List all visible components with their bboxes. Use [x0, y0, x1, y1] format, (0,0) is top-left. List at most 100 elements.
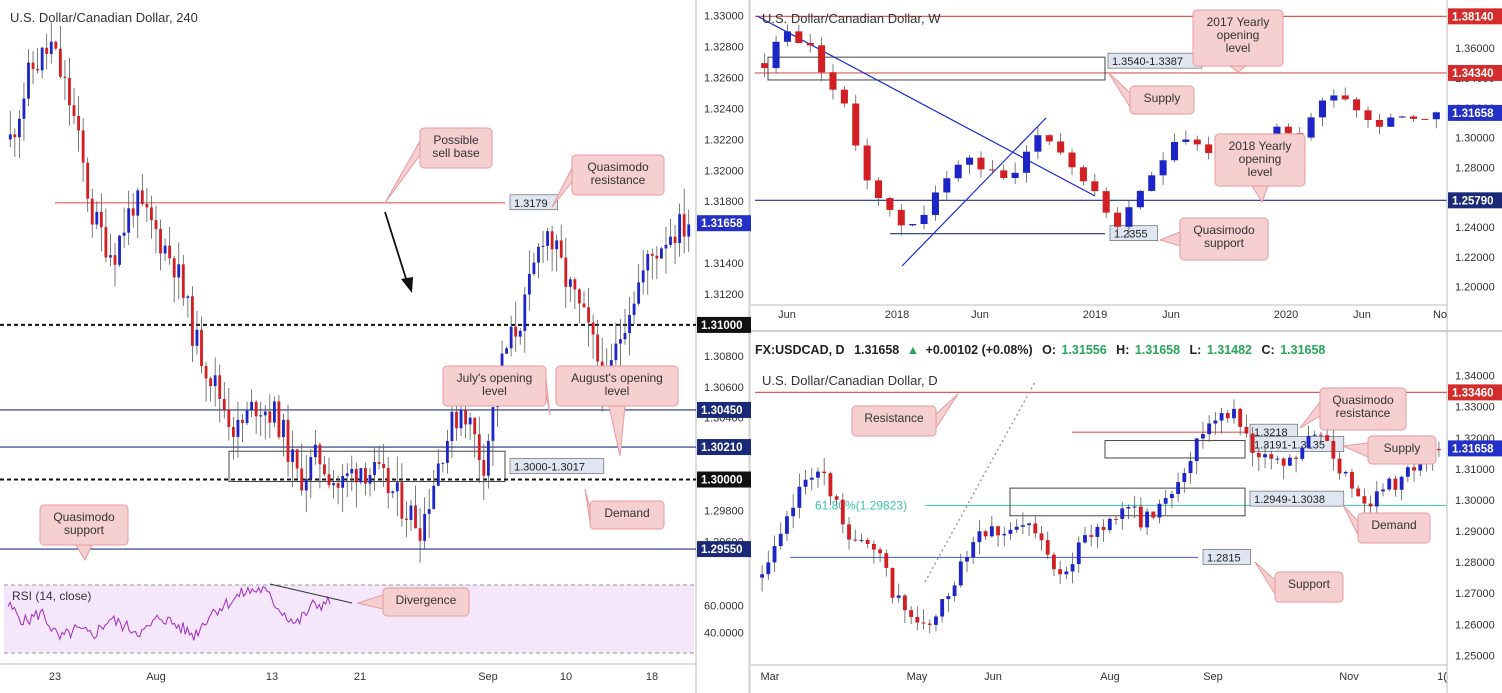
candle-body	[1102, 191, 1110, 213]
candle-body	[943, 178, 951, 193]
candle-body	[971, 542, 976, 558]
candle-body	[127, 208, 131, 233]
candle-body	[1079, 167, 1087, 182]
candle-body	[772, 546, 777, 563]
daily-callout-supply-text: Supply	[1384, 441, 1421, 455]
candle-body	[1312, 434, 1317, 436]
candle-body	[131, 208, 135, 216]
candle-body	[190, 296, 194, 346]
candle-body	[86, 162, 90, 199]
candle-body	[1020, 525, 1025, 527]
weekly-callout-2018-open-text: opening	[1239, 152, 1282, 166]
candle-body	[354, 468, 358, 483]
candle-body	[1375, 119, 1383, 127]
candle-body	[27, 62, 30, 99]
candle-body	[1045, 135, 1053, 142]
open-key: O:	[1042, 343, 1056, 357]
candle-body	[591, 322, 595, 335]
candle-body	[45, 47, 49, 54]
candle-body	[596, 334, 600, 362]
weekly-callout-2018-open-text: 2018 Yearly	[1229, 139, 1292, 153]
weekly-2018-yearly-open-badge-label: 1.25790	[1452, 195, 1494, 207]
candle-body	[915, 616, 920, 623]
h4-last-price-badge	[697, 215, 751, 232]
candle-body	[934, 616, 938, 625]
candle-body	[109, 255, 112, 258]
candle-body	[791, 507, 796, 517]
weekly-y-tick-label: 1.20000	[1455, 282, 1495, 294]
h4-x-tick-label: 13	[266, 671, 278, 683]
candle-body	[920, 214, 928, 225]
h4-callout-demand-text: Demand	[604, 506, 649, 520]
daily-y-tick-label: 1.27000	[1455, 588, 1495, 600]
candle-body	[931, 192, 939, 215]
candle-body	[537, 246, 540, 263]
candle-body	[852, 103, 860, 146]
candle-body	[263, 411, 267, 416]
h4-rsi-label: RSI (14, close)	[12, 589, 91, 603]
weekly-supply-zone	[767, 56, 1106, 81]
candle-body	[1281, 458, 1286, 466]
close-value: 1.31658	[1280, 343, 1325, 357]
candle-body	[1330, 95, 1338, 101]
candle-body	[1398, 116, 1406, 118]
change-up-icon: ▲	[907, 343, 919, 357]
daily-chart-title: U.S. Dollar/Canadian Dollar, D	[762, 373, 938, 388]
candle-body	[213, 375, 217, 387]
candle-body	[186, 296, 190, 298]
candle-body	[1364, 110, 1372, 120]
candle-body	[766, 562, 771, 575]
candle-body	[527, 273, 531, 295]
candle-body	[204, 366, 208, 379]
weekly-callout-2017-open-text: opening	[1217, 28, 1260, 42]
daily-callout-quasimodo-resistance-text: Quasimodo	[1332, 393, 1394, 407]
daily-resistance-badge	[1448, 384, 1502, 401]
h4-callout-quasimodo-support-box	[39, 504, 129, 546]
candle-body	[140, 190, 144, 204]
weekly-x-tick-label: No	[1433, 309, 1447, 321]
candle-body	[1132, 506, 1137, 508]
candle-body	[673, 236, 677, 244]
daily-x-tick-label: Nov	[1339, 671, 1359, 683]
h4-chart-title: U.S. Dollar/Canadian Dollar, 240	[10, 10, 198, 25]
candle-body	[650, 253, 654, 256]
candle-body	[395, 482, 399, 492]
weekly-x-tick-label: Jun	[778, 309, 796, 321]
candle-body	[1418, 463, 1423, 471]
h4-callout-sell-base-text: sell base	[432, 146, 480, 160]
candle-body	[518, 330, 522, 337]
candle-body	[954, 164, 962, 179]
candle-body	[909, 224, 917, 226]
candle-body	[1151, 511, 1156, 518]
candle-body	[623, 333, 627, 340]
candle-body	[1306, 435, 1311, 448]
weekly-2017-yearly-open-badge-label: 1.34340	[1452, 68, 1494, 80]
candle-body	[1205, 144, 1213, 154]
daily-last-price-badge-label: 1.31658	[1452, 443, 1494, 455]
candle-body	[386, 468, 390, 494]
h4-x-tick-label: Aug	[146, 671, 166, 683]
candle-body	[1318, 434, 1323, 436]
candle-body	[863, 145, 871, 181]
candle-body	[628, 314, 631, 334]
weekly-y-tick-label: 1.30000	[1455, 133, 1495, 145]
candle-body	[36, 68, 40, 71]
daily-callout-support-box	[1274, 571, 1344, 603]
candle-body	[1136, 190, 1144, 208]
daily-x-tick-label: Sep	[1203, 671, 1223, 683]
candle-body	[445, 441, 449, 463]
candle-body	[532, 262, 536, 274]
candle-body	[345, 473, 349, 476]
daily-last-price-badge	[1448, 440, 1502, 457]
candle-body	[1064, 571, 1069, 575]
h4-callout-august-open-text: level	[605, 384, 630, 398]
candle-body	[154, 220, 158, 229]
weekly-quasimodo-support-tag-label: 1.2355	[1114, 229, 1148, 241]
candle-body	[1193, 139, 1201, 145]
candle-body	[1052, 554, 1056, 570]
candle-body	[218, 375, 222, 399]
weekly-chart-title: U.S. Dollar/Canadian Dollar, W	[762, 11, 941, 26]
weekly-supply-zone-tag-label: 1.3540-1.3387	[1112, 56, 1183, 68]
weekly-callout-2017-open-text: 2017 Yearly	[1207, 15, 1270, 29]
candle-body	[1410, 116, 1418, 119]
